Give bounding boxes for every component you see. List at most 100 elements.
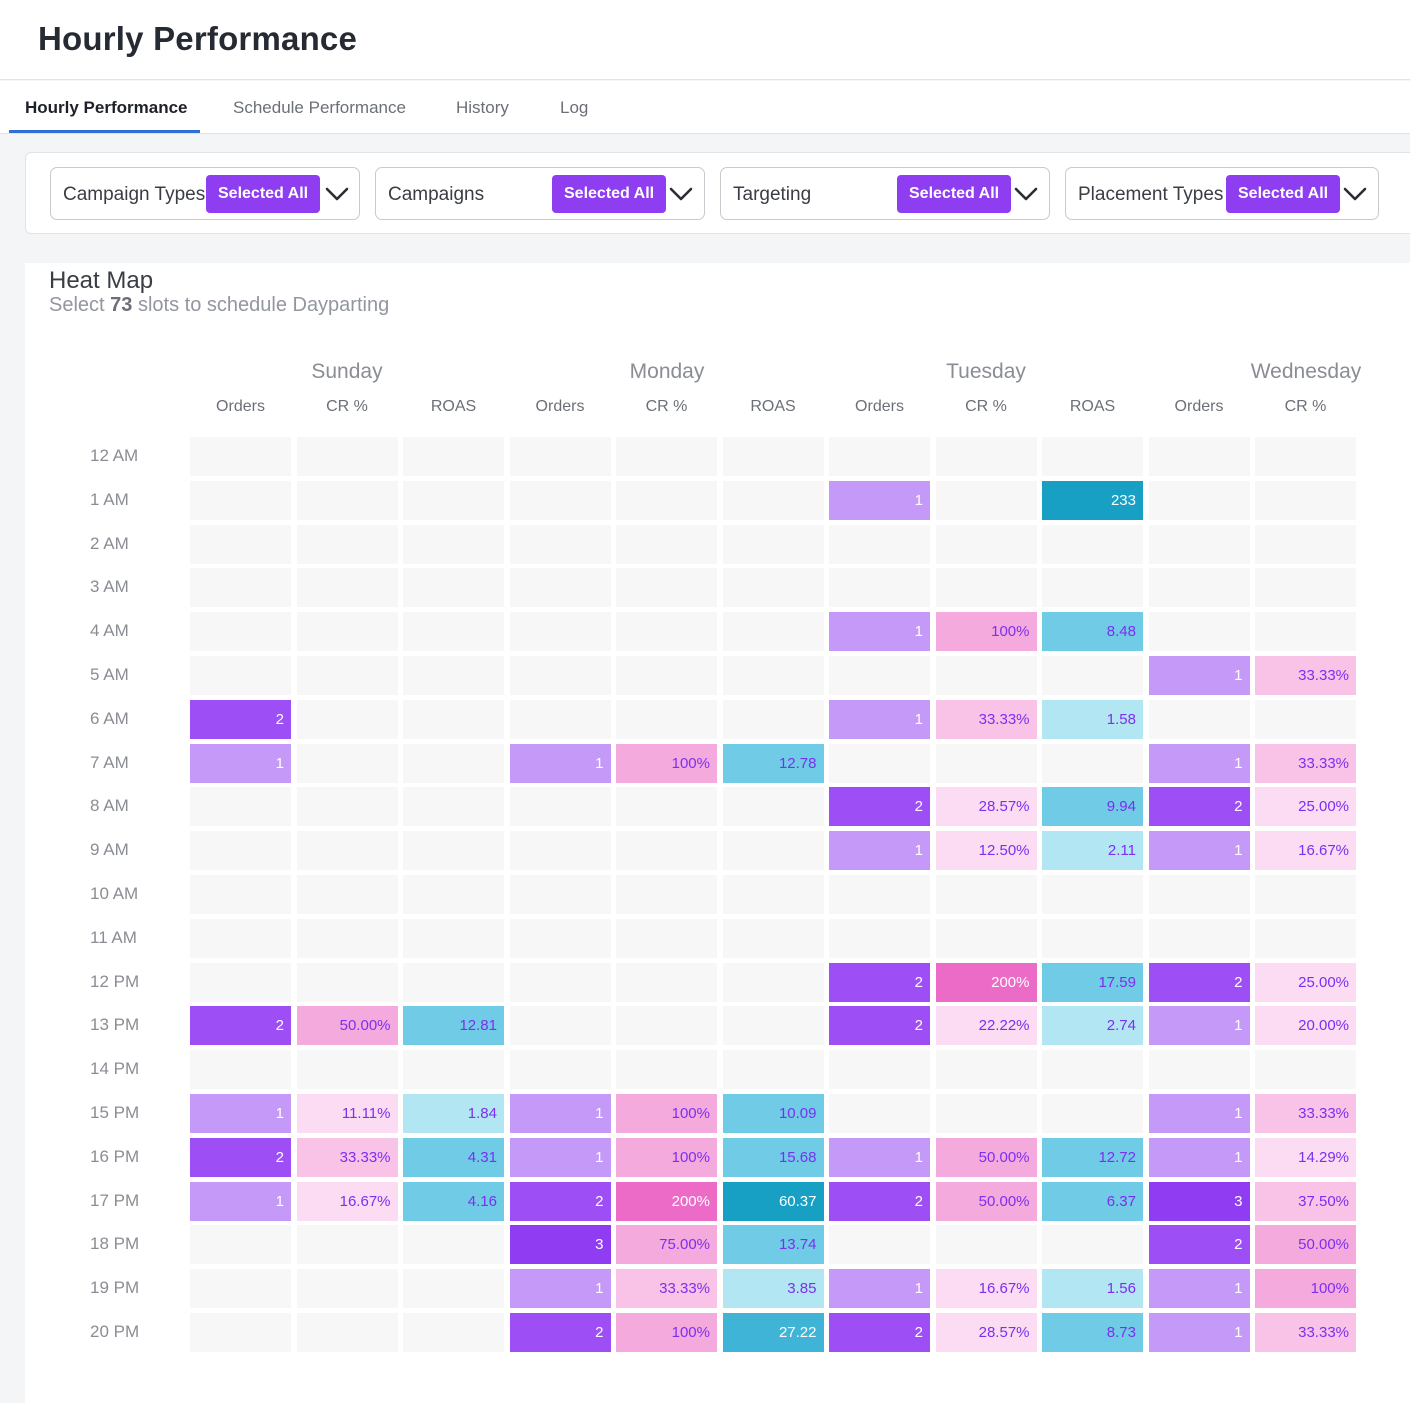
heatmap-cell[interactable] — [190, 524, 291, 564]
heatmap-cell[interactable]: 12.81 — [403, 1006, 504, 1046]
heatmap-cell[interactable] — [1148, 568, 1250, 608]
heatmap-cell[interactable]: 1 — [190, 1094, 291, 1133]
heatmap-cell[interactable] — [1255, 1050, 1356, 1090]
heatmap-cell[interactable] — [509, 787, 611, 827]
heatmap-cell[interactable]: 33.33% — [296, 1137, 398, 1177]
heatmap-cell[interactable]: 28.57% — [935, 1313, 1037, 1352]
heatmap-cell[interactable] — [722, 875, 824, 914]
heatmap-cell[interactable] — [616, 787, 717, 827]
heatmap-cell[interactable]: 1 — [829, 1137, 930, 1177]
heatmap-cell[interactable]: 2 — [509, 1181, 611, 1221]
heatmap-cell[interactable] — [935, 1050, 1037, 1090]
heatmap-cell[interactable]: 12.50% — [935, 831, 1037, 871]
heatmap-cell[interactable]: 1 — [509, 1269, 611, 1309]
heatmap-cell[interactable] — [190, 1313, 291, 1352]
tab-hourly-performance[interactable]: Hourly Performance — [25, 98, 188, 117]
heatmap-cell[interactable] — [829, 1225, 930, 1265]
heatmap-cell[interactable] — [616, 875, 717, 914]
campaign-types-filter[interactable]: Campaign Types Selected All — [50, 167, 360, 220]
heatmap-cell[interactable] — [509, 831, 611, 871]
heatmap-cell[interactable] — [403, 1269, 504, 1309]
heatmap-cell[interactable] — [1042, 743, 1143, 783]
heatmap-cell[interactable]: 16.67% — [296, 1181, 398, 1221]
heatmap-cell[interactable] — [1255, 875, 1356, 914]
heatmap-cell[interactable] — [829, 437, 930, 476]
heatmap-cell[interactable] — [722, 524, 824, 564]
heatmap-cell[interactable] — [403, 743, 504, 783]
heatmap-cell[interactable]: 1 — [1148, 1313, 1250, 1352]
heatmap-cell[interactable] — [509, 656, 611, 695]
heatmap-cell[interactable]: 50.00% — [296, 1006, 398, 1046]
heatmap-cell[interactable] — [1148, 875, 1250, 914]
heatmap-cell[interactable]: 3 — [509, 1225, 611, 1265]
heatmap-cell[interactable] — [935, 480, 1037, 520]
heatmap-cell[interactable] — [296, 437, 398, 476]
heatmap-cell[interactable] — [616, 437, 717, 476]
heatmap-cell[interactable] — [296, 1225, 398, 1265]
heatmap-cell[interactable] — [1148, 1050, 1250, 1090]
heatmap-cell[interactable]: 50.00% — [935, 1137, 1037, 1177]
heatmap-cell[interactable]: 2 — [190, 1137, 291, 1177]
heatmap-cell[interactable] — [616, 831, 717, 871]
heatmap-cell[interactable]: 2.11 — [1042, 831, 1143, 871]
heatmap-cell[interactable]: 50.00% — [935, 1181, 1037, 1221]
heatmap-cell[interactable]: 200% — [616, 1181, 717, 1221]
heatmap-cell[interactable]: 1 — [829, 612, 930, 652]
tab-log[interactable]: Log — [560, 98, 589, 117]
heatmap-cell[interactable] — [935, 875, 1037, 914]
heatmap-cell[interactable]: 15.68 — [722, 1137, 824, 1177]
heatmap-cell[interactable] — [722, 1050, 824, 1090]
heatmap-cell[interactable] — [403, 524, 504, 564]
heatmap-cell[interactable]: 8.73 — [1042, 1313, 1143, 1352]
heatmap-cell[interactable] — [403, 962, 504, 1002]
heatmap-cell[interactable]: 11.11% — [296, 1094, 398, 1133]
heatmap-cell[interactable]: 2 — [829, 1313, 930, 1352]
heatmap-cell[interactable]: 1.84 — [403, 1094, 504, 1133]
heatmap-cell[interactable]: 100% — [935, 612, 1037, 652]
heatmap-cell[interactable]: 33.33% — [1255, 1094, 1356, 1133]
heatmap-cell[interactable] — [1042, 1050, 1143, 1090]
heatmap-cell[interactable]: 2 — [190, 699, 291, 739]
heatmap-cell[interactable] — [296, 568, 398, 608]
heatmap-cell[interactable] — [935, 437, 1037, 476]
heatmap-cell[interactable]: 100% — [616, 1313, 717, 1352]
heatmap-cell[interactable] — [1148, 480, 1250, 520]
heatmap-cell[interactable] — [935, 568, 1037, 608]
heatmap-cell[interactable]: 1 — [509, 1094, 611, 1133]
heatmap-cell[interactable] — [509, 962, 611, 1002]
heatmap-cell[interactable] — [296, 743, 398, 783]
heatmap-cell[interactable] — [190, 918, 291, 958]
heatmap-cell[interactable]: 14.29% — [1255, 1137, 1356, 1177]
heatmap-cell[interactable] — [1042, 656, 1143, 695]
heatmap-cell[interactable]: 25.00% — [1255, 787, 1356, 827]
heatmap-cell[interactable] — [190, 962, 291, 1002]
heatmap-cell[interactable] — [1148, 612, 1250, 652]
heatmap-cell[interactable]: 1 — [190, 1181, 291, 1221]
heatmap-cell[interactable] — [190, 1050, 291, 1090]
heatmap-cell[interactable] — [403, 831, 504, 871]
heatmap-cell[interactable]: 33.33% — [1255, 656, 1356, 695]
heatmap-cell[interactable]: 2 — [1148, 787, 1250, 827]
heatmap-cell[interactable] — [722, 699, 824, 739]
heatmap-cell[interactable] — [722, 787, 824, 827]
heatmap-cell[interactable]: 6.37 — [1042, 1181, 1143, 1221]
heatmap-cell[interactable] — [190, 656, 291, 695]
heatmap-cell[interactable]: 1 — [829, 831, 930, 871]
heatmap-cell[interactable]: 13.74 — [722, 1225, 824, 1265]
heatmap-cell[interactable] — [935, 1225, 1037, 1265]
heatmap-cell[interactable] — [403, 480, 504, 520]
heatmap-cell[interactable] — [403, 612, 504, 652]
heatmap-cell[interactable]: 8.48 — [1042, 612, 1143, 652]
heatmap-cell[interactable] — [296, 656, 398, 695]
heatmap-cell[interactable] — [190, 875, 291, 914]
heatmap-cell[interactable]: 12.78 — [722, 743, 824, 783]
heatmap-cell[interactable]: 9.94 — [1042, 787, 1143, 827]
heatmap-cell[interactable]: 50.00% — [1255, 1225, 1356, 1265]
heatmap-cell[interactable]: 2 — [829, 1181, 930, 1221]
heatmap-cell[interactable] — [1042, 568, 1143, 608]
heatmap-cell[interactable] — [616, 699, 717, 739]
heatmap-cell[interactable] — [190, 612, 291, 652]
heatmap-cell[interactable] — [403, 1225, 504, 1265]
heatmap-cell[interactable]: 22.22% — [935, 1006, 1037, 1046]
heatmap-cell[interactable] — [616, 568, 717, 608]
